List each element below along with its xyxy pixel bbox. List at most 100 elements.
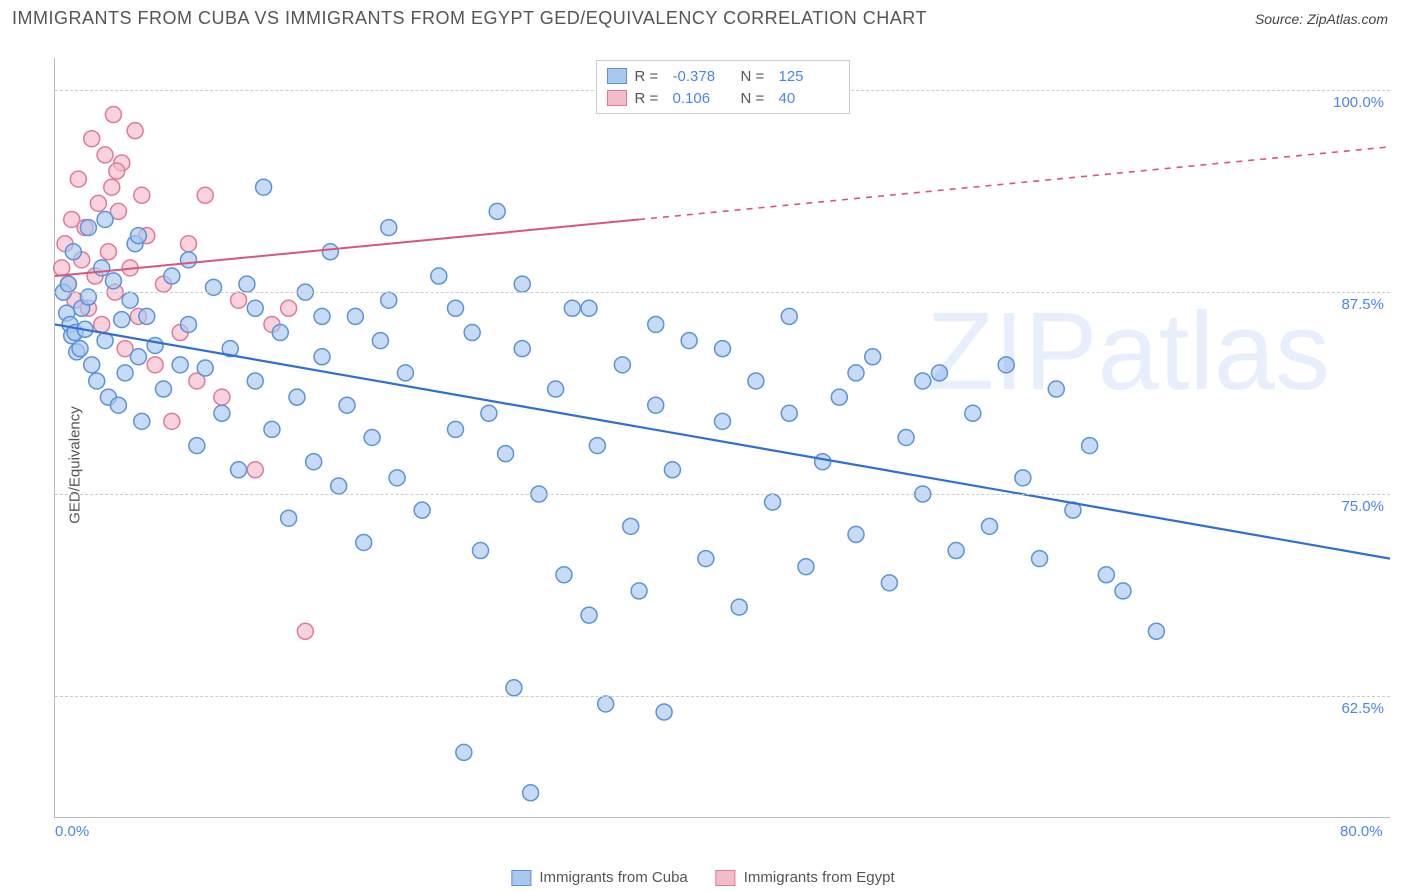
chart-source: Source: ZipAtlas.com — [1255, 11, 1388, 27]
data-point — [798, 559, 814, 575]
data-point — [130, 349, 146, 365]
legend-label-cuba: Immigrants from Cuba — [539, 869, 687, 886]
data-point — [164, 268, 180, 284]
data-point — [631, 583, 647, 599]
data-point — [84, 357, 100, 373]
data-point — [272, 325, 288, 341]
n-label: N = — [741, 68, 771, 85]
data-point — [297, 623, 313, 639]
data-point — [372, 333, 388, 349]
data-point — [623, 518, 639, 534]
data-point — [100, 244, 116, 260]
r-value-cuba: -0.378 — [673, 68, 733, 85]
data-point — [648, 397, 664, 413]
data-point — [656, 704, 672, 720]
swatch-egypt — [607, 90, 627, 106]
legend-item-egypt: Immigrants from Egypt — [716, 869, 895, 886]
n-value-cuba: 125 — [779, 68, 839, 85]
chart-area: GED/Equivalency R = -0.378 N = 125 R = 0… — [0, 38, 1406, 892]
data-point — [356, 534, 372, 550]
data-point — [104, 179, 120, 195]
data-point — [581, 300, 597, 316]
data-point — [865, 349, 881, 365]
data-point — [127, 123, 143, 139]
data-point — [94, 316, 110, 332]
r-value-egypt: 0.106 — [673, 90, 733, 107]
data-point — [397, 365, 413, 381]
data-point — [134, 187, 150, 203]
data-point — [122, 292, 138, 308]
data-point — [1098, 567, 1114, 583]
r-label: R = — [635, 68, 665, 85]
legend-swatch-cuba — [511, 870, 531, 886]
data-point — [314, 349, 330, 365]
data-point — [765, 494, 781, 510]
data-point — [139, 308, 155, 324]
data-point — [381, 292, 397, 308]
data-point — [134, 413, 150, 429]
data-point — [389, 470, 405, 486]
data-point — [748, 373, 764, 389]
data-point — [731, 599, 747, 615]
n-label: N = — [741, 90, 771, 107]
data-point — [473, 543, 489, 559]
data-point — [848, 526, 864, 542]
swatch-cuba — [607, 68, 627, 84]
data-point — [181, 316, 197, 332]
data-point — [589, 438, 605, 454]
data-point — [347, 308, 363, 324]
data-point — [89, 373, 105, 389]
data-point — [84, 131, 100, 147]
data-point — [65, 244, 81, 260]
data-point — [681, 333, 697, 349]
data-point — [214, 389, 230, 405]
legend-swatch-egypt — [716, 870, 736, 886]
data-point — [239, 276, 255, 292]
data-point — [109, 163, 125, 179]
data-point — [1115, 583, 1131, 599]
data-point — [155, 381, 171, 397]
correlation-legend: R = -0.378 N = 125 R = 0.106 N = 40 — [596, 60, 850, 114]
data-point — [514, 276, 530, 292]
data-point — [130, 228, 146, 244]
chart-header: IMMIGRANTS FROM CUBA VS IMMIGRANTS FROM … — [0, 0, 1406, 37]
data-point — [498, 446, 514, 462]
data-point — [965, 405, 981, 421]
data-point — [898, 430, 914, 446]
data-point — [289, 389, 305, 405]
data-point — [97, 147, 113, 163]
data-point — [105, 273, 121, 289]
data-point — [1048, 381, 1064, 397]
r-label: R = — [635, 90, 665, 107]
data-point — [464, 325, 480, 341]
data-point — [564, 300, 580, 316]
data-point — [54, 260, 70, 276]
data-point — [231, 292, 247, 308]
legend-label-egypt: Immigrants from Egypt — [744, 869, 895, 886]
data-point — [831, 389, 847, 405]
data-point — [80, 220, 96, 236]
data-point — [117, 365, 133, 381]
data-point — [364, 430, 380, 446]
data-point — [448, 421, 464, 437]
data-point — [982, 518, 998, 534]
data-point — [264, 421, 280, 437]
data-point — [197, 187, 213, 203]
data-point — [1148, 623, 1164, 639]
data-point — [256, 179, 272, 195]
data-point — [339, 397, 355, 413]
legend-row-cuba: R = -0.378 N = 125 — [607, 65, 839, 87]
data-point — [698, 551, 714, 567]
data-point — [948, 543, 964, 559]
data-point — [915, 373, 931, 389]
data-point — [189, 438, 205, 454]
data-point — [172, 357, 188, 373]
plot-region: R = -0.378 N = 125 R = 0.106 N = 40 ZIPa… — [54, 58, 1390, 818]
n-value-egypt: 40 — [779, 90, 839, 107]
data-point — [781, 308, 797, 324]
data-point — [881, 575, 897, 591]
data-point — [481, 405, 497, 421]
trend-line-extrapolated — [639, 147, 1390, 220]
series-legend: Immigrants from Cuba Immigrants from Egy… — [511, 869, 894, 886]
data-point — [114, 312, 130, 328]
